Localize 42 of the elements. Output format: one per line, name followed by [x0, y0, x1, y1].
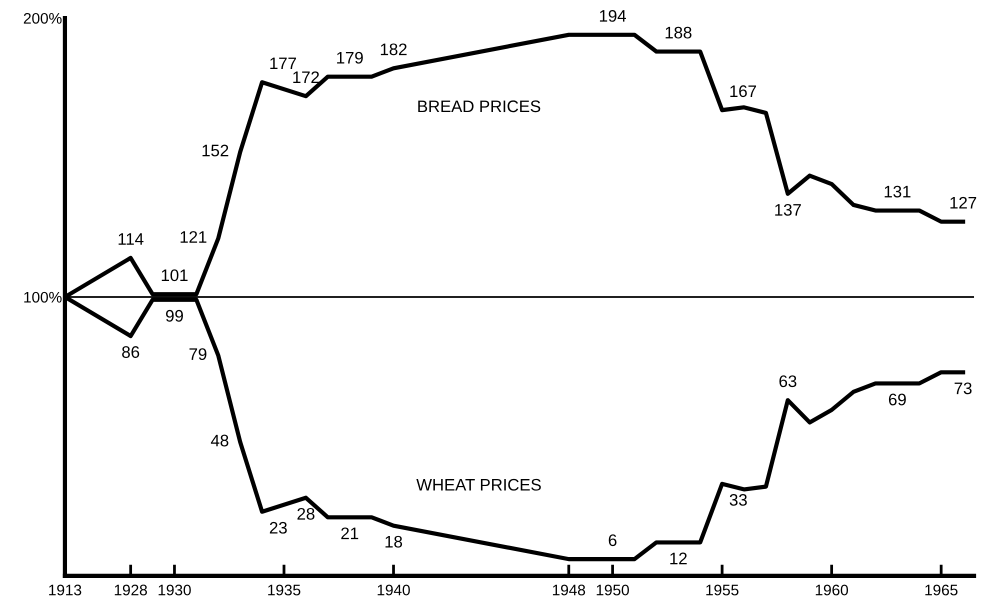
- data-label: 18: [386, 536, 402, 548]
- data-label: 137: [775, 204, 801, 216]
- data-label: 73: [954, 382, 972, 394]
- data-label: 152: [202, 144, 228, 156]
- x-tick-label: 1960: [816, 584, 848, 596]
- data-label: 177: [270, 58, 296, 70]
- x-tick-label: 1965: [925, 584, 958, 596]
- data-label: 121: [180, 231, 206, 243]
- y-tick-label: 100%: [24, 292, 62, 303]
- y-tick-label: 200%: [24, 12, 62, 24]
- data-label: 86: [122, 346, 140, 358]
- data-label: 28: [297, 508, 314, 520]
- data-label: 131: [884, 186, 910, 198]
- x-tick-label: 1935: [268, 584, 300, 596]
- data-label: 99: [166, 310, 183, 322]
- data-label: 69: [888, 394, 906, 406]
- data-label: 63: [779, 375, 796, 388]
- data-label: 33: [730, 494, 747, 506]
- data-label: 172: [293, 71, 319, 83]
- x-tick-label: 1930: [158, 584, 191, 596]
- data-label: 167: [730, 85, 756, 98]
- x-tick-label: 1913: [49, 584, 82, 596]
- data-label: 179: [337, 52, 363, 64]
- x-tick-label: 1948: [552, 584, 586, 596]
- data-label: 48: [210, 434, 228, 446]
- data-label: 21: [341, 527, 358, 540]
- data-label: 182: [380, 43, 407, 56]
- data-label: 23: [270, 522, 287, 534]
- data-label: 79: [189, 348, 206, 360]
- text: WHEAT PRICES: [416, 478, 541, 491]
- data-label: 188: [666, 26, 692, 39]
- x-tick-label: 1928: [114, 584, 147, 596]
- data-label: 127: [950, 196, 976, 208]
- x-tick-label: 1940: [378, 584, 410, 596]
- text: BREAD PRICES: [418, 100, 540, 112]
- x-tick-label: 1955: [706, 584, 738, 596]
- data-label: 12: [670, 552, 687, 564]
- x-tick-label: 1950: [596, 584, 629, 596]
- data-label: 194: [600, 10, 626, 22]
- data-label: 114: [118, 233, 144, 245]
- data-label: 101: [162, 269, 188, 282]
- data-label: 6: [608, 534, 616, 546]
